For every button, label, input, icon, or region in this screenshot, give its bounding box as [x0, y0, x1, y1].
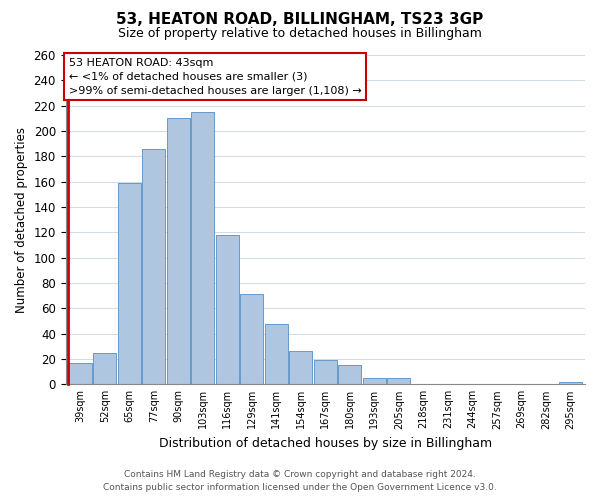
Bar [240, 294, 263, 384]
Bar [314, 360, 337, 384]
Bar [167, 118, 190, 384]
Text: 53 HEATON ROAD: 43sqm
← <1% of detached houses are smaller (3)
>99% of semi-deta: 53 HEATON ROAD: 43sqm ← <1% of detached … [68, 58, 361, 96]
Text: Contains HM Land Registry data © Crown copyright and database right 2024.
Contai: Contains HM Land Registry data © Crown c… [103, 470, 497, 492]
Bar [191, 112, 214, 384]
Y-axis label: Number of detached properties: Number of detached properties [15, 126, 28, 312]
Bar [559, 382, 582, 384]
Bar [265, 324, 288, 384]
Bar [362, 378, 386, 384]
Text: 53, HEATON ROAD, BILLINGHAM, TS23 3GP: 53, HEATON ROAD, BILLINGHAM, TS23 3GP [116, 12, 484, 28]
Text: Size of property relative to detached houses in Billingham: Size of property relative to detached ho… [118, 28, 482, 40]
Bar [118, 183, 141, 384]
X-axis label: Distribution of detached houses by size in Billingham: Distribution of detached houses by size … [159, 437, 492, 450]
Bar [69, 363, 92, 384]
Bar [216, 235, 239, 384]
Bar [338, 366, 361, 384]
Bar [289, 352, 313, 384]
Bar [142, 148, 166, 384]
Bar [387, 378, 410, 384]
Bar [93, 352, 116, 384]
